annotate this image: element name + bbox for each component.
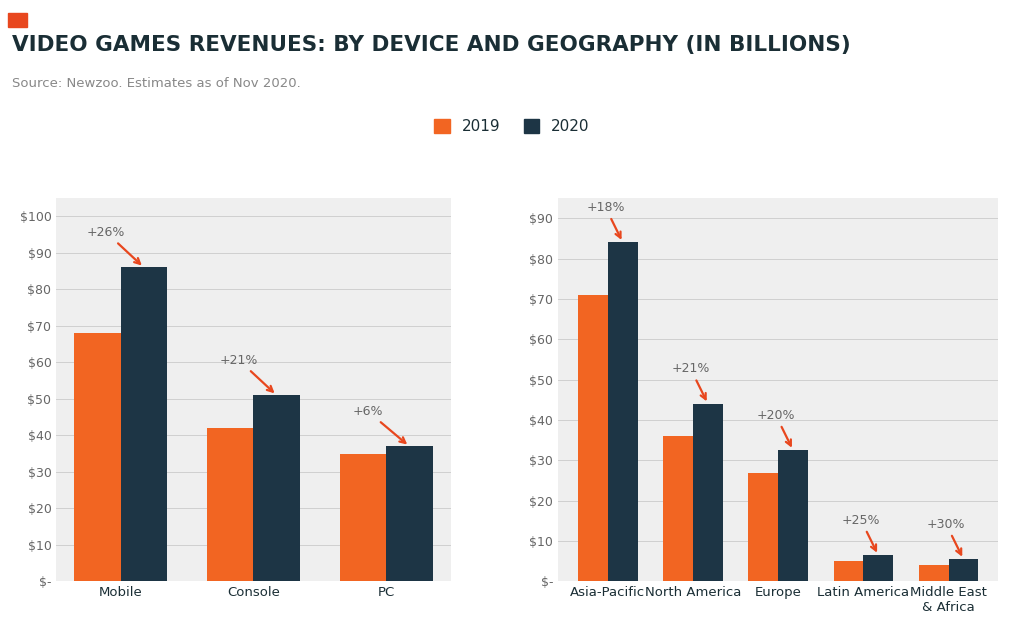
Bar xyxy=(207,428,254,581)
Bar xyxy=(608,242,638,581)
Text: +6%: +6% xyxy=(352,404,406,443)
Text: +30%: +30% xyxy=(927,518,966,555)
Bar xyxy=(340,454,386,581)
Text: +21%: +21% xyxy=(219,353,272,392)
Text: +25%: +25% xyxy=(842,514,881,551)
Bar xyxy=(121,268,167,581)
Legend: 2019, 2020: 2019, 2020 xyxy=(428,113,596,141)
Text: +26%: +26% xyxy=(87,226,140,264)
Text: +21%: +21% xyxy=(672,362,710,399)
Bar xyxy=(863,555,893,581)
Bar xyxy=(693,404,723,581)
Bar xyxy=(664,436,693,581)
Bar xyxy=(254,396,300,581)
Bar xyxy=(579,295,608,581)
Bar xyxy=(75,333,121,581)
Bar xyxy=(834,560,863,581)
Text: +18%: +18% xyxy=(586,201,625,238)
Bar xyxy=(386,447,432,581)
Bar xyxy=(778,450,808,581)
Bar xyxy=(749,472,778,581)
Text: +20%: +20% xyxy=(757,408,795,445)
Text: VIDEO GAMES REVENUES: BY DEVICE AND GEOGRAPHY (IN BILLIONS): VIDEO GAMES REVENUES: BY DEVICE AND GEOG… xyxy=(12,35,851,55)
Bar xyxy=(948,559,978,581)
Text: Source: Newzoo. Estimates as of Nov 2020.: Source: Newzoo. Estimates as of Nov 2020… xyxy=(12,77,301,89)
Bar xyxy=(919,564,948,581)
